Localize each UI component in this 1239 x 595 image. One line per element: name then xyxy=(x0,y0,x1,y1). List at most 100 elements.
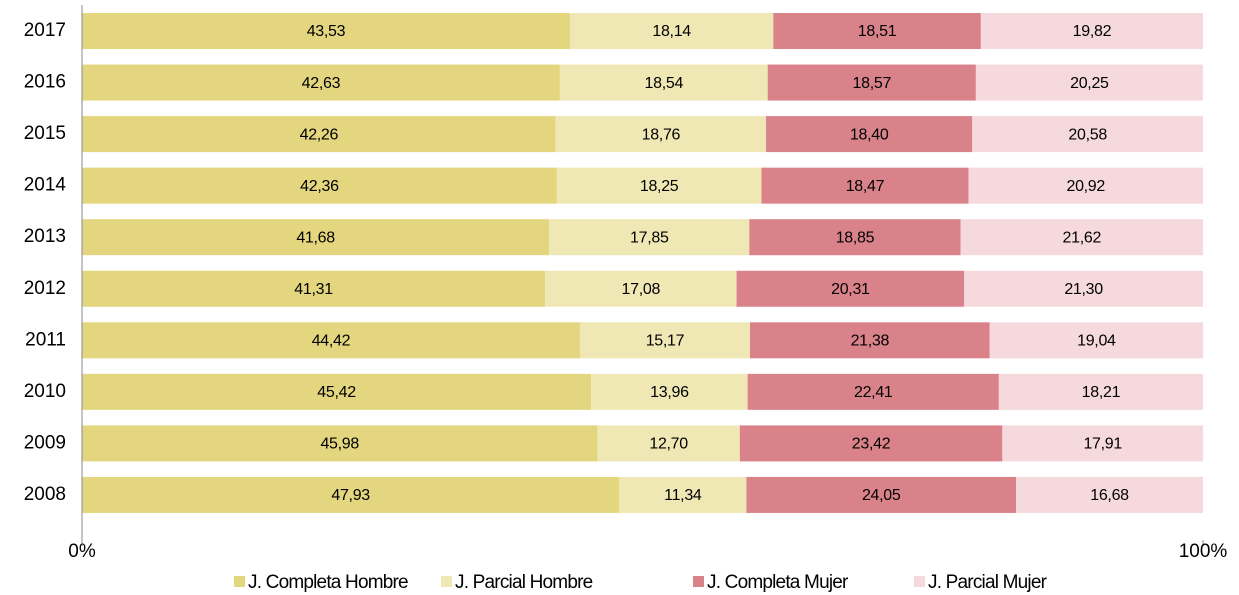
data-label: 18,85 xyxy=(836,229,875,246)
data-label: 19,04 xyxy=(1077,333,1116,350)
data-label: 11,34 xyxy=(664,487,702,504)
data-label: 20,25 xyxy=(1070,75,1109,92)
y-tick-label: 2010 xyxy=(24,381,66,402)
data-label: 21,62 xyxy=(1063,229,1102,246)
data-label: 18,51 xyxy=(858,23,897,40)
bar-segment xyxy=(549,219,750,256)
bar-segment xyxy=(556,167,762,204)
data-label: 15,17 xyxy=(646,333,685,350)
data-label: 20,31 xyxy=(831,281,870,298)
y-tick-label: 2016 xyxy=(24,72,66,93)
legend-swatch xyxy=(914,576,925,587)
bar-segment xyxy=(591,373,748,410)
data-label: 42,26 xyxy=(300,126,339,143)
data-label: 18,14 xyxy=(652,23,691,40)
bar-segment xyxy=(773,13,981,49)
bar-segment xyxy=(739,425,1003,462)
bar-segment xyxy=(989,322,1204,359)
data-label: 18,57 xyxy=(853,75,892,92)
bar-segment xyxy=(82,322,580,359)
bar-segment xyxy=(980,13,1203,49)
data-label: 18,25 xyxy=(640,178,679,195)
data-label: 18,40 xyxy=(850,126,889,143)
bar-segment xyxy=(746,476,1017,513)
data-label: 18,21 xyxy=(1082,384,1121,401)
data-label: 41,68 xyxy=(296,229,335,246)
data-label: 45,98 xyxy=(320,436,359,453)
x-tick-label: 0% xyxy=(68,541,96,562)
data-label: 44,42 xyxy=(312,333,351,350)
legend-label: J. Parcial Hombre xyxy=(455,572,593,593)
bar-segment xyxy=(82,13,570,49)
bar-segment xyxy=(555,116,767,153)
bar-segment xyxy=(82,270,546,307)
data-label: 12,70 xyxy=(649,436,688,453)
bar-segment xyxy=(972,116,1203,153)
bar-segment xyxy=(619,476,747,513)
bar-segment xyxy=(545,270,737,307)
bar-segment xyxy=(750,322,990,359)
data-label: 20,92 xyxy=(1066,178,1105,195)
data-label: 43,53 xyxy=(307,23,346,40)
bar-segment xyxy=(998,373,1203,410)
data-label: 41,31 xyxy=(294,281,333,298)
bar-segment xyxy=(559,64,768,101)
bar-segment xyxy=(82,219,550,256)
data-label: 17,08 xyxy=(622,281,661,298)
y-tick-label: 2009 xyxy=(24,432,66,453)
bar-segment xyxy=(766,116,973,153)
bar-segment xyxy=(579,322,751,359)
bar-segment xyxy=(82,64,560,101)
y-tick-label: 2013 xyxy=(24,226,66,247)
data-label: 20,58 xyxy=(1068,126,1107,143)
legend-label: J. Completa Mujer xyxy=(707,572,849,593)
data-label: 45,42 xyxy=(317,384,356,401)
data-label: 23,42 xyxy=(852,436,891,453)
bar-segment xyxy=(960,219,1203,256)
bar-segment xyxy=(968,167,1203,204)
data-label: 18,54 xyxy=(645,75,684,92)
bar-segment xyxy=(82,167,557,204)
y-tick-label: 2014 xyxy=(24,175,67,196)
data-label: 18,76 xyxy=(642,126,681,143)
bar-segment xyxy=(597,425,740,462)
data-label: 22,41 xyxy=(854,384,893,401)
bar-segment xyxy=(1016,476,1203,513)
bar-segment xyxy=(975,64,1203,101)
data-label: 19,82 xyxy=(1073,23,1112,40)
data-label: 17,85 xyxy=(630,229,669,246)
bar-segment xyxy=(761,167,969,204)
bar-segment xyxy=(749,219,961,256)
data-label: 18,47 xyxy=(846,178,885,195)
bar-segment xyxy=(747,373,999,410)
bar-segment xyxy=(964,270,1203,307)
data-label: 16,68 xyxy=(1090,487,1129,504)
bar-segment xyxy=(82,425,598,462)
bar-segment xyxy=(569,13,774,49)
data-label: 13,96 xyxy=(650,384,689,401)
bar-segment xyxy=(82,373,592,410)
bar-segment xyxy=(82,116,556,153)
legend-swatch xyxy=(693,576,704,587)
data-label: 21,38 xyxy=(851,333,890,350)
y-tick-label: 2015 xyxy=(24,123,66,144)
data-label: 24,05 xyxy=(862,487,901,504)
bar-segment xyxy=(1002,425,1204,462)
y-tick-label: 2012 xyxy=(24,278,66,299)
legend-label: J. Parcial Mujer xyxy=(928,572,1048,593)
legend-swatch xyxy=(441,576,452,587)
bar-segment xyxy=(82,476,620,513)
data-label: 42,63 xyxy=(302,75,341,92)
data-label: 42,36 xyxy=(300,178,339,195)
data-label: 21,30 xyxy=(1064,281,1103,298)
legend-label: J. Completa Hombre xyxy=(248,572,408,593)
bar-segment xyxy=(736,270,965,307)
legend-swatch xyxy=(234,576,245,587)
x-tick-label: 100% xyxy=(1179,541,1228,562)
bar-segment xyxy=(767,64,976,101)
y-tick-label: 2011 xyxy=(25,329,66,350)
y-tick-label: 2017 xyxy=(24,20,66,41)
y-tick-label: 2008 xyxy=(24,484,66,505)
data-label: 17,91 xyxy=(1083,436,1122,453)
